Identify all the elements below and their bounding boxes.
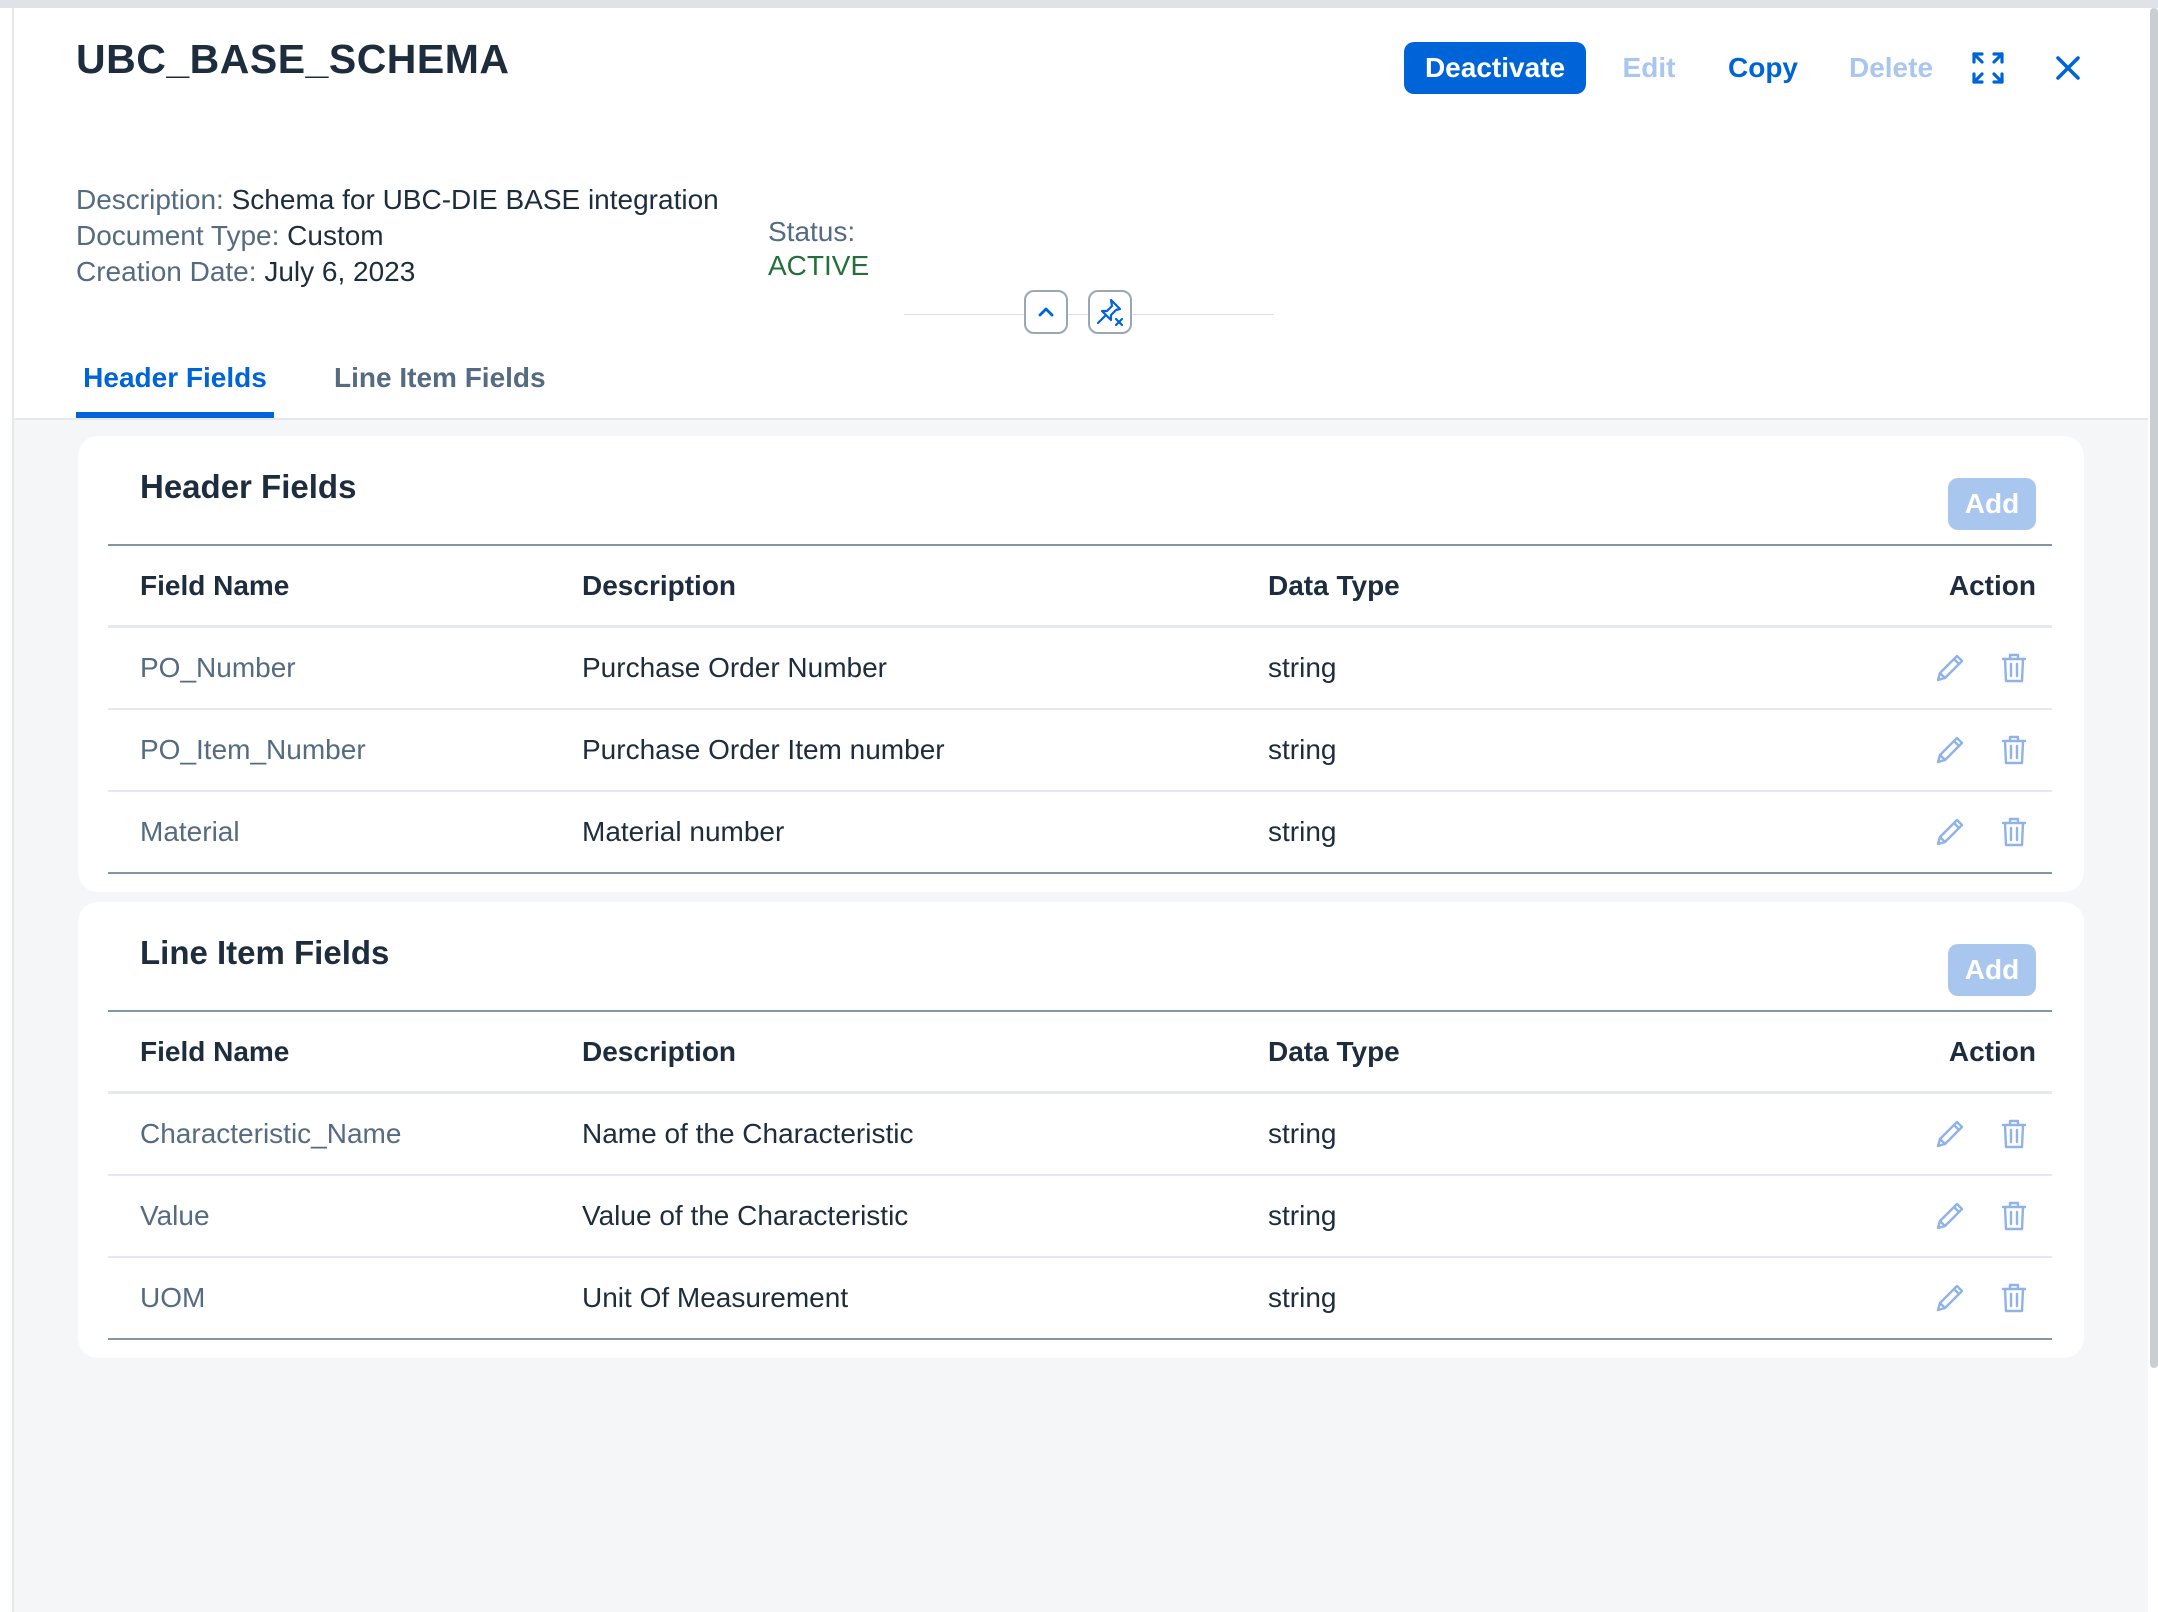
edit-icon[interactable] bbox=[1932, 650, 1968, 686]
table-row[interactable]: UOM Unit Of Measurement string bbox=[108, 1258, 2052, 1340]
delete-button[interactable]: Delete bbox=[1848, 52, 1934, 83]
column-header-field-name: Field Name bbox=[140, 1035, 290, 1067]
copy-button[interactable]: Copy bbox=[1728, 52, 1798, 83]
description-cell: Unit Of Measurement bbox=[582, 1282, 849, 1313]
table-row[interactable]: Material Material number string bbox=[108, 792, 2052, 874]
field-name-cell: PO_Number bbox=[140, 652, 296, 683]
column-header-data-type: Data Type bbox=[1268, 569, 1400, 601]
data-type-cell: string bbox=[1268, 734, 1337, 765]
row-actions bbox=[1932, 710, 2032, 790]
section-title: Header Fields bbox=[140, 468, 357, 505]
creation-date-label: Creation Date: bbox=[76, 256, 257, 287]
add-header-field-button[interactable]: Add bbox=[1948, 478, 2036, 530]
creation-date-value: July 6, 2023 bbox=[264, 256, 416, 287]
data-type-cell: string bbox=[1268, 1200, 1337, 1231]
chevron-up-icon bbox=[1038, 307, 1054, 317]
vertical-scrollbar[interactable] bbox=[2150, 8, 2158, 1368]
data-type-cell: string bbox=[1268, 1118, 1337, 1149]
row-actions bbox=[1932, 1094, 2032, 1174]
edit-icon[interactable] bbox=[1932, 732, 1968, 768]
row-actions bbox=[1932, 1176, 2032, 1256]
column-header-action: Action bbox=[1948, 1035, 2036, 1067]
description-cell: Purchase Order Item number bbox=[582, 734, 945, 765]
delete-icon[interactable] bbox=[1996, 814, 2032, 850]
table-header-row: Field Name Description Data Type Action bbox=[108, 1010, 2052, 1094]
header-fields-section: Header Fields Add Field Name Description… bbox=[78, 436, 2084, 892]
line-item-fields-table: Field Name Description Data Type Action … bbox=[108, 1010, 2052, 1340]
edit-icon[interactable] bbox=[1932, 1198, 1968, 1234]
document-type-label: Document Type: bbox=[76, 220, 280, 251]
data-type-cell: string bbox=[1268, 1282, 1337, 1313]
delete-icon[interactable] bbox=[1996, 1116, 2032, 1152]
column-header-description: Description bbox=[582, 569, 737, 601]
column-header-action: Action bbox=[1948, 569, 2036, 601]
delete-icon[interactable] bbox=[1996, 732, 2032, 768]
data-type-cell: string bbox=[1268, 652, 1337, 683]
description-cell: Value of the Characteristic bbox=[582, 1200, 909, 1231]
edit-icon[interactable] bbox=[1932, 814, 1968, 850]
field-name-cell: UOM bbox=[140, 1282, 206, 1313]
window-top-border bbox=[0, 0, 2158, 8]
line-item-fields-section: Line Item Fields Add Field Name Descript… bbox=[78, 902, 2084, 1358]
edit-button[interactable]: Edit bbox=[1622, 52, 1676, 83]
edit-icon[interactable] bbox=[1932, 1116, 1968, 1152]
delete-icon[interactable] bbox=[1996, 650, 2032, 686]
table-row[interactable]: Characteristic_Name Name of the Characte… bbox=[108, 1094, 2052, 1176]
field-name-cell: Value bbox=[140, 1200, 210, 1231]
pin-header-button[interactable] bbox=[1088, 290, 1132, 334]
description-cell: Name of the Characteristic bbox=[582, 1118, 914, 1149]
pin-icon bbox=[1096, 298, 1124, 327]
delete-icon[interactable] bbox=[1996, 1198, 2032, 1234]
tab-header-fields[interactable]: Header Fields bbox=[76, 358, 274, 418]
header-toolbar: Deactivate Edit Copy Delete bbox=[1404, 42, 2104, 102]
section-title: Line Item Fields bbox=[140, 934, 390, 971]
table-row[interactable]: Value Value of the Characteristic string bbox=[108, 1176, 2052, 1258]
row-actions bbox=[1932, 1258, 2032, 1338]
page-title: UBC_BASE_SCHEMA bbox=[76, 36, 510, 82]
row-actions bbox=[1932, 628, 2032, 708]
description-cell: Purchase Order Number bbox=[582, 652, 888, 683]
status-value: ACTIVE bbox=[768, 250, 870, 281]
description-cell: Material number bbox=[582, 816, 785, 847]
field-name-cell: Characteristic_Name bbox=[140, 1118, 402, 1149]
table-header-row: Field Name Description Data Type Action bbox=[108, 544, 2052, 628]
edit-icon[interactable] bbox=[1932, 1280, 1968, 1316]
column-header-data-type: Data Type bbox=[1268, 1035, 1400, 1067]
column-header-description: Description bbox=[582, 1035, 737, 1067]
field-name-cell: Material bbox=[140, 816, 240, 847]
description-label: Description: bbox=[76, 184, 224, 215]
data-type-cell: string bbox=[1268, 816, 1337, 847]
collapse-header-button[interactable] bbox=[1024, 290, 1068, 334]
expand-icon[interactable] bbox=[1966, 46, 2010, 90]
table-row[interactable]: PO_Number Purchase Order Number string bbox=[108, 628, 2052, 710]
field-name-cell: PO_Item_Number bbox=[140, 734, 366, 765]
deactivate-button[interactable]: Deactivate bbox=[1404, 42, 1586, 94]
column-header-field-name: Field Name bbox=[140, 569, 290, 601]
window-left-border bbox=[12, 8, 14, 1612]
tab-line-item-fields[interactable]: Line Item Fields bbox=[334, 362, 546, 393]
document-type-value: Custom bbox=[287, 220, 384, 251]
delete-icon[interactable] bbox=[1996, 1280, 2032, 1316]
close-icon[interactable] bbox=[2046, 46, 2090, 90]
object-page: UBC_BASE_SCHEMA Deactivate Edit Copy Del… bbox=[14, 8, 2148, 1612]
row-actions bbox=[1932, 792, 2032, 872]
document-type-field: Document Type: Custom bbox=[76, 218, 384, 254]
status-label: Status: bbox=[768, 216, 856, 247]
description-value: Schema for UBC-DIE BASE integration bbox=[231, 184, 719, 215]
header-fields-table: Field Name Description Data Type Action … bbox=[108, 544, 2052, 874]
creation-date-field: Creation Date: July 6, 2023 bbox=[76, 254, 415, 290]
table-row[interactable]: PO_Item_Number Purchase Order Item numbe… bbox=[108, 710, 2052, 792]
object-page-header: UBC_BASE_SCHEMA Deactivate Edit Copy Del… bbox=[14, 8, 2148, 420]
add-line-item-field-button[interactable]: Add bbox=[1948, 944, 2036, 996]
description-field: Description: Schema for UBC-DIE BASE int… bbox=[76, 182, 719, 218]
